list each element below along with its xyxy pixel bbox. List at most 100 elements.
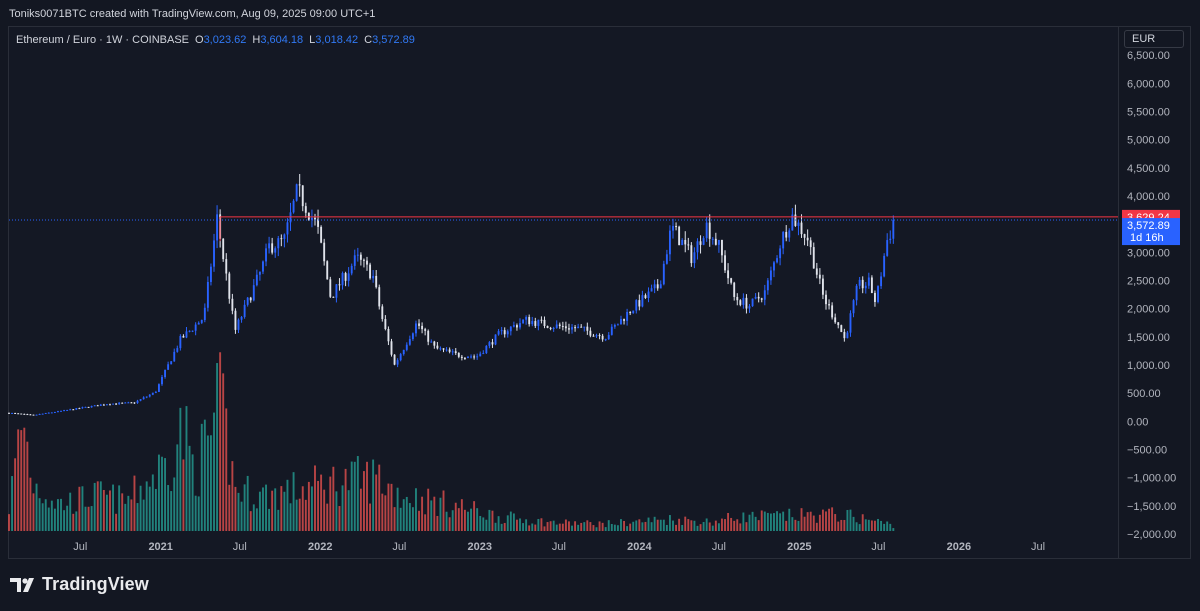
- candle-body: [179, 336, 182, 349]
- candle-body: [399, 354, 402, 361]
- volume-bar: [607, 520, 610, 531]
- candle-body: [818, 274, 821, 279]
- x-tick-label: Jul: [73, 541, 87, 553]
- volume-bar: [136, 503, 139, 531]
- candle-body: [14, 413, 17, 415]
- volume-bar: [411, 507, 414, 531]
- candle-body: [148, 394, 151, 397]
- candle-body: [736, 296, 739, 301]
- candle-body: [332, 296, 335, 298]
- candle-body: [843, 331, 846, 339]
- candle-body: [93, 405, 96, 407]
- volume-bar: [301, 486, 304, 531]
- ohlc-close-key: C: [364, 34, 373, 46]
- volume-bar: [243, 484, 246, 531]
- volume-bar: [194, 495, 197, 531]
- volume-bar: [185, 406, 188, 531]
- candle-body: [393, 354, 396, 365]
- volume-bar: [356, 456, 359, 531]
- volume-bar: [206, 435, 209, 531]
- volume-bar: [427, 488, 430, 531]
- volume-bar: [479, 515, 482, 531]
- volume-bar: [310, 486, 313, 531]
- volume-bar: [142, 499, 145, 531]
- candle-body: [57, 411, 59, 413]
- candle-body: [277, 238, 280, 249]
- volume-bar: [127, 495, 130, 531]
- volume-bar: [754, 516, 757, 531]
- candle-body: [687, 244, 690, 246]
- volume-bar: [405, 496, 408, 531]
- candle-body: [607, 334, 610, 340]
- candle-body: [564, 326, 567, 329]
- price-scale-panel[interactable]: [1119, 26, 1191, 559]
- volume-bar: [644, 521, 647, 531]
- volume-bar: [668, 515, 671, 531]
- volume-bar: [219, 352, 222, 531]
- candle-body: [164, 369, 167, 378]
- price-axis: 6,500.00 6,000.00 5,500.00 5,000.00 4,500.00…: [1127, 50, 1176, 541]
- candle-body: [574, 327, 577, 329]
- volume-bar: [717, 523, 720, 531]
- candle-body: [240, 316, 243, 320]
- volume-bar: [332, 466, 335, 531]
- volume-bar: [613, 524, 616, 531]
- candle-body: [206, 281, 209, 308]
- candle-body: [341, 273, 344, 286]
- candle-body: [11, 413, 14, 415]
- candle-body: [151, 392, 154, 395]
- candle-body: [571, 327, 573, 330]
- volume-bar: [638, 519, 641, 531]
- volume-bar: [858, 524, 861, 531]
- volume-bar: [525, 519, 528, 531]
- volume-bar: [213, 412, 215, 531]
- candle-body: [430, 341, 433, 343]
- volume-bar: [763, 511, 766, 531]
- volume-bar: [29, 477, 32, 531]
- volume-bar: [515, 519, 518, 531]
- candle-body: [81, 407, 84, 409]
- candle-body: [17, 413, 20, 415]
- volume-bar: [583, 522, 586, 531]
- volume-bar: [803, 516, 806, 531]
- candle-body: [659, 284, 662, 289]
- currency-button[interactable]: EUR: [1124, 30, 1184, 48]
- volume-bar: [277, 509, 280, 531]
- candle-body: [760, 298, 763, 300]
- candle-body: [470, 356, 472, 358]
- candle-body: [200, 319, 203, 323]
- candle-body: [821, 278, 824, 295]
- candle-body: [142, 397, 145, 400]
- candle-body: [182, 336, 185, 338]
- volume-bar: [528, 525, 531, 531]
- tradingview-logo[interactable]: TradingView: [10, 574, 149, 595]
- candle-body: [537, 319, 540, 326]
- volume-bar: [451, 510, 454, 531]
- candle-body: [442, 348, 445, 350]
- volume-bar: [457, 508, 460, 531]
- candle-body: [265, 248, 267, 262]
- volume-bar: [200, 423, 203, 531]
- volume-bar: [760, 510, 763, 531]
- candle-body: [157, 384, 160, 392]
- candle-body: [696, 241, 699, 253]
- candle-body: [785, 231, 788, 238]
- candle-body: [589, 330, 592, 336]
- symbol-label[interactable]: Ethereum / Euro · 1W · COINBASE: [16, 34, 189, 46]
- volume-bar: [828, 508, 831, 531]
- candle-body: [421, 325, 424, 330]
- volume-bar: [678, 518, 681, 531]
- y-tick-label: 500.00: [1127, 388, 1161, 400]
- candle-body: [121, 402, 124, 404]
- candle-body: [852, 300, 855, 314]
- y-tick-label: 0.00: [1127, 416, 1148, 428]
- volume-bar: [727, 512, 730, 531]
- candle-body: [776, 258, 778, 263]
- volume-bar: [782, 511, 785, 531]
- volume-bar: [369, 503, 372, 531]
- candle-body: [258, 271, 261, 275]
- candle-body: [26, 414, 29, 416]
- candle-body: [335, 284, 338, 298]
- volume-bar: [702, 521, 705, 531]
